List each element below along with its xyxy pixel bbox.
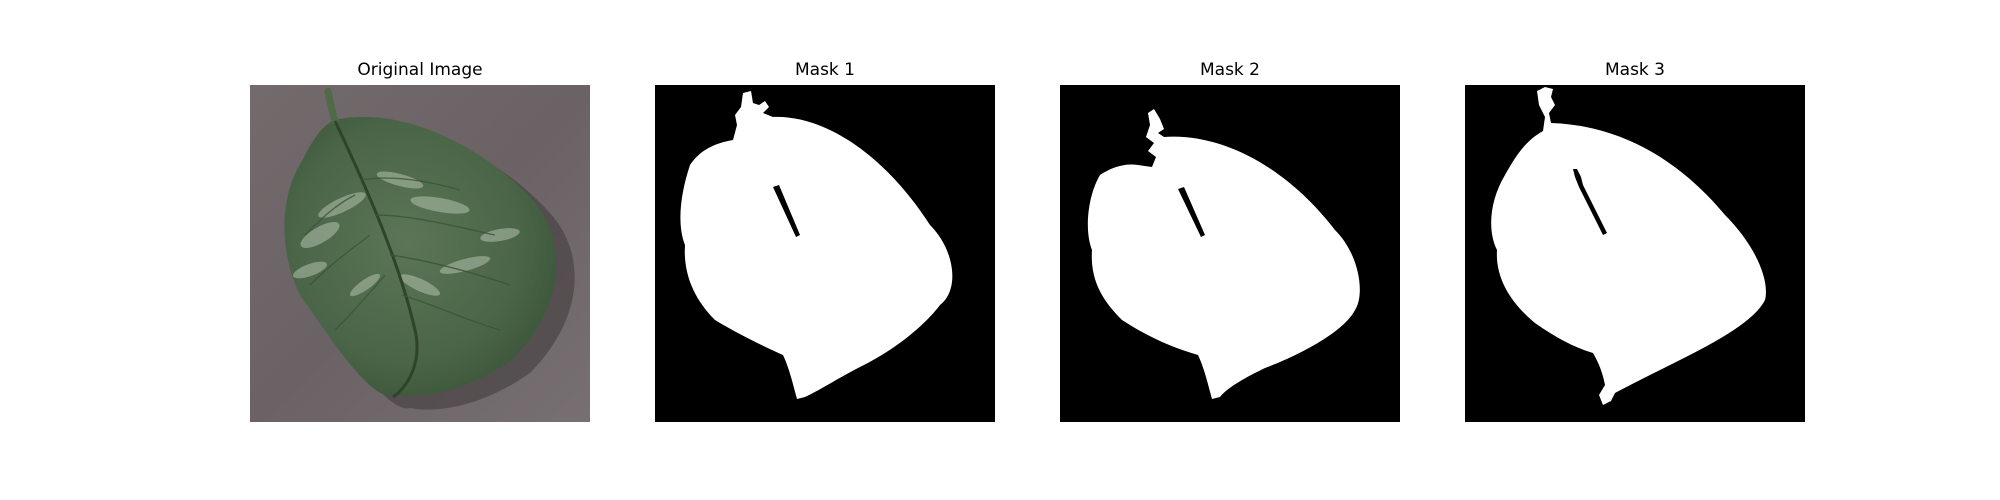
original-leaf-photo — [250, 85, 590, 422]
mask-foreground — [1087, 109, 1360, 399]
mask-foreground — [680, 91, 953, 399]
leaf-photo-svg — [250, 85, 590, 422]
mask-3-image — [1465, 85, 1805, 422]
mask-hole — [773, 185, 800, 237]
mildew-patches — [292, 171, 520, 297]
mask-3-svg — [1465, 85, 1805, 422]
mask-foreground — [1491, 87, 1766, 405]
panel-title: Original Image — [357, 60, 483, 80]
panel-title: Mask 2 — [1199, 60, 1260, 80]
panel-title: Mask 3 — [1604, 60, 1665, 80]
mask-2-image — [1060, 85, 1400, 422]
mask-hole — [1178, 187, 1205, 237]
leaf-stem — [324, 87, 339, 125]
mask-1-image — [655, 85, 995, 422]
mask-1-svg — [655, 85, 995, 422]
leaf-midrib — [333, 120, 419, 399]
panel-title: Mask 1 — [794, 60, 855, 80]
mask-2-svg — [1060, 85, 1400, 422]
leaf-veins — [304, 177, 511, 331]
mask-hole — [1573, 169, 1607, 235]
